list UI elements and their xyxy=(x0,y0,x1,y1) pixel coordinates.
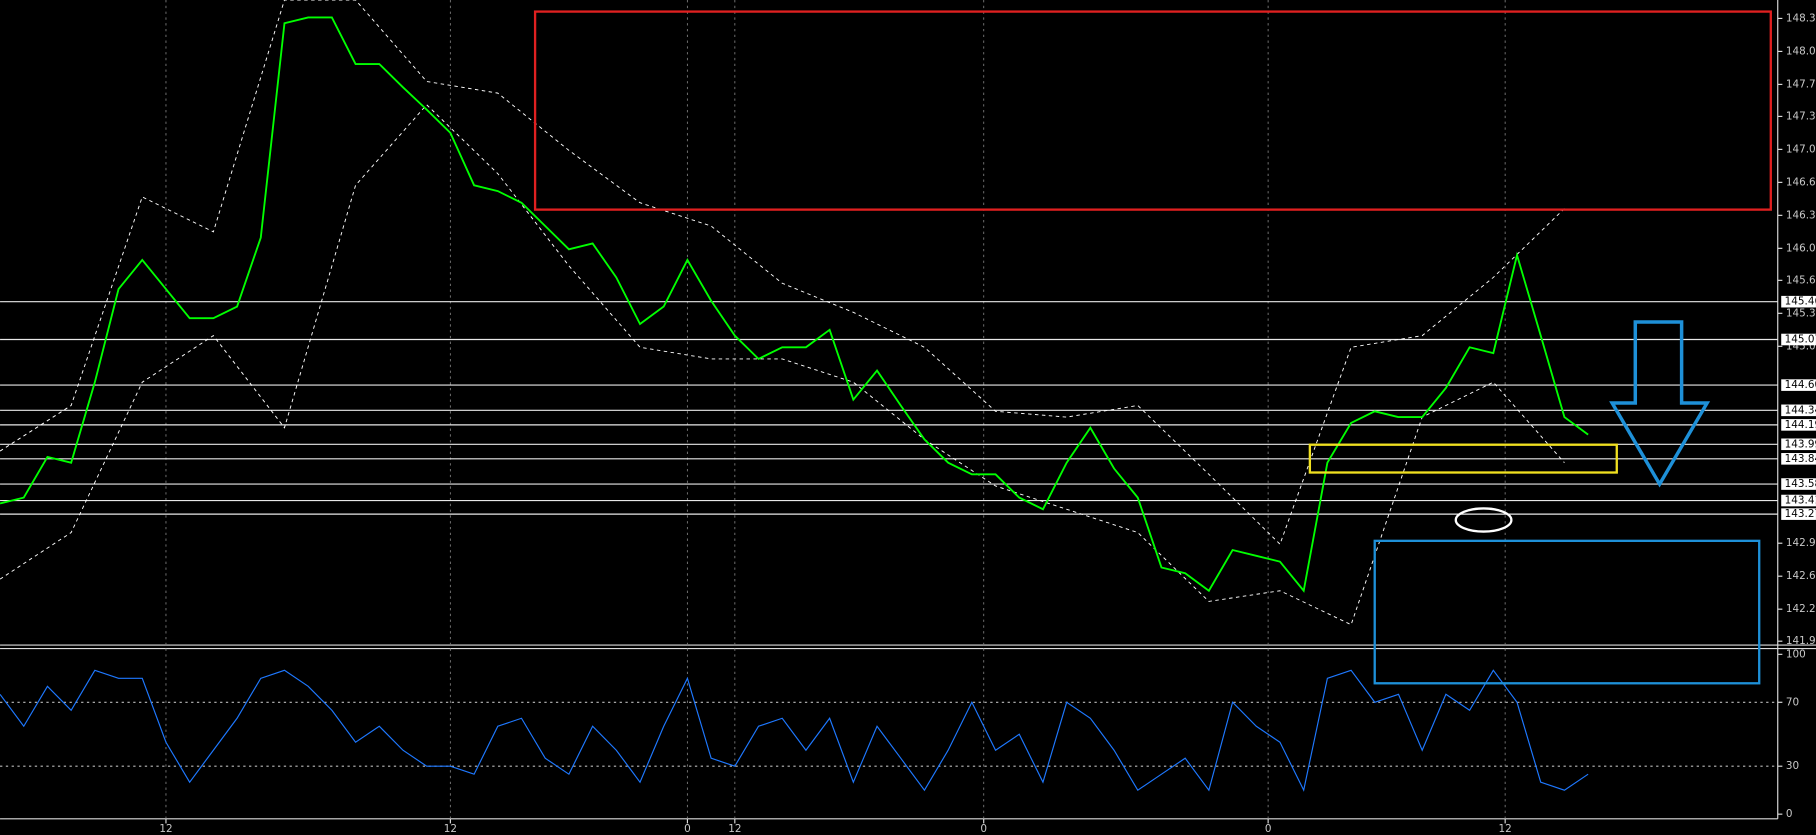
y-tick-label: 142.63 xyxy=(1786,570,1816,582)
level-label: 144.60 xyxy=(1785,379,1816,391)
x-tick-label: 12 xyxy=(728,823,741,835)
level-label: 145.07 xyxy=(1785,334,1816,346)
y-tick-label: 145.34 xyxy=(1786,307,1816,319)
y-tick-label: 146.35 xyxy=(1786,209,1816,221)
level-label-box xyxy=(1781,379,1816,391)
y-tick-label: 147.70 xyxy=(1786,78,1816,90)
rsi-tick-label: 100 xyxy=(1786,648,1806,660)
price-line xyxy=(0,16,1589,593)
y-tick-label: 147.37 xyxy=(1786,110,1816,122)
level-label: 143.84 xyxy=(1785,453,1816,465)
level-label-box xyxy=(1781,419,1816,431)
level-label-box xyxy=(1781,494,1816,507)
y-tick-label: 142.29 xyxy=(1786,603,1816,615)
rsi-tick-label: 30 xyxy=(1786,760,1799,772)
bollinger-band xyxy=(0,104,1565,626)
rsi-line xyxy=(0,669,1589,792)
annotations xyxy=(533,10,1772,685)
level-label: 143.58 xyxy=(1785,478,1816,490)
rsi-tick-label: 0 xyxy=(1786,808,1793,820)
y-tick-label: 145.00 xyxy=(1786,340,1816,352)
y-tick-label: 147.03 xyxy=(1786,143,1816,155)
down-arrow xyxy=(1609,320,1711,488)
level-label: 144.34 xyxy=(1785,404,1816,416)
support-box xyxy=(1308,443,1618,474)
x-tick-label: 12 xyxy=(159,823,172,835)
level-label: 144.19 xyxy=(1785,419,1816,431)
x-tick-label: 0 xyxy=(1265,823,1272,835)
rsi-tick-label: 70 xyxy=(1786,696,1799,708)
y-tick-label: 141.96 xyxy=(1786,635,1816,647)
highlight-ellipse xyxy=(1454,507,1513,533)
level-label-box xyxy=(1781,295,1816,308)
bollinger-band xyxy=(0,0,1565,546)
level-label-box xyxy=(1781,453,1816,465)
y-tick-label: 148.38 xyxy=(1786,12,1816,24)
level-label: 143.27 xyxy=(1785,508,1816,520)
target-box xyxy=(1373,539,1761,685)
level-label-box xyxy=(1781,508,1816,520)
level-label-box xyxy=(1781,478,1816,490)
resistance-box xyxy=(533,10,1772,211)
level-label: 143.41 xyxy=(1785,495,1816,507)
y-tick-label: 146.69 xyxy=(1786,176,1816,188)
y-tick-label: 142.97 xyxy=(1786,537,1816,549)
y-tick-label: 145.68 xyxy=(1786,274,1816,286)
level-label-box xyxy=(1781,438,1816,451)
level-label: 145.46 xyxy=(1785,296,1816,308)
x-tick-label: 0 xyxy=(980,823,987,835)
y-tick-label: 146.01 xyxy=(1786,242,1816,254)
x-tick-label: 0 xyxy=(684,823,691,835)
y-tick-label: 148.04 xyxy=(1786,45,1816,57)
level-label: 143.99 xyxy=(1785,438,1816,450)
level-label-box xyxy=(1781,404,1816,417)
level-label-box xyxy=(1781,333,1816,346)
x-tick-label: 12 xyxy=(444,823,457,835)
x-tick-label: 12 xyxy=(1499,823,1512,835)
